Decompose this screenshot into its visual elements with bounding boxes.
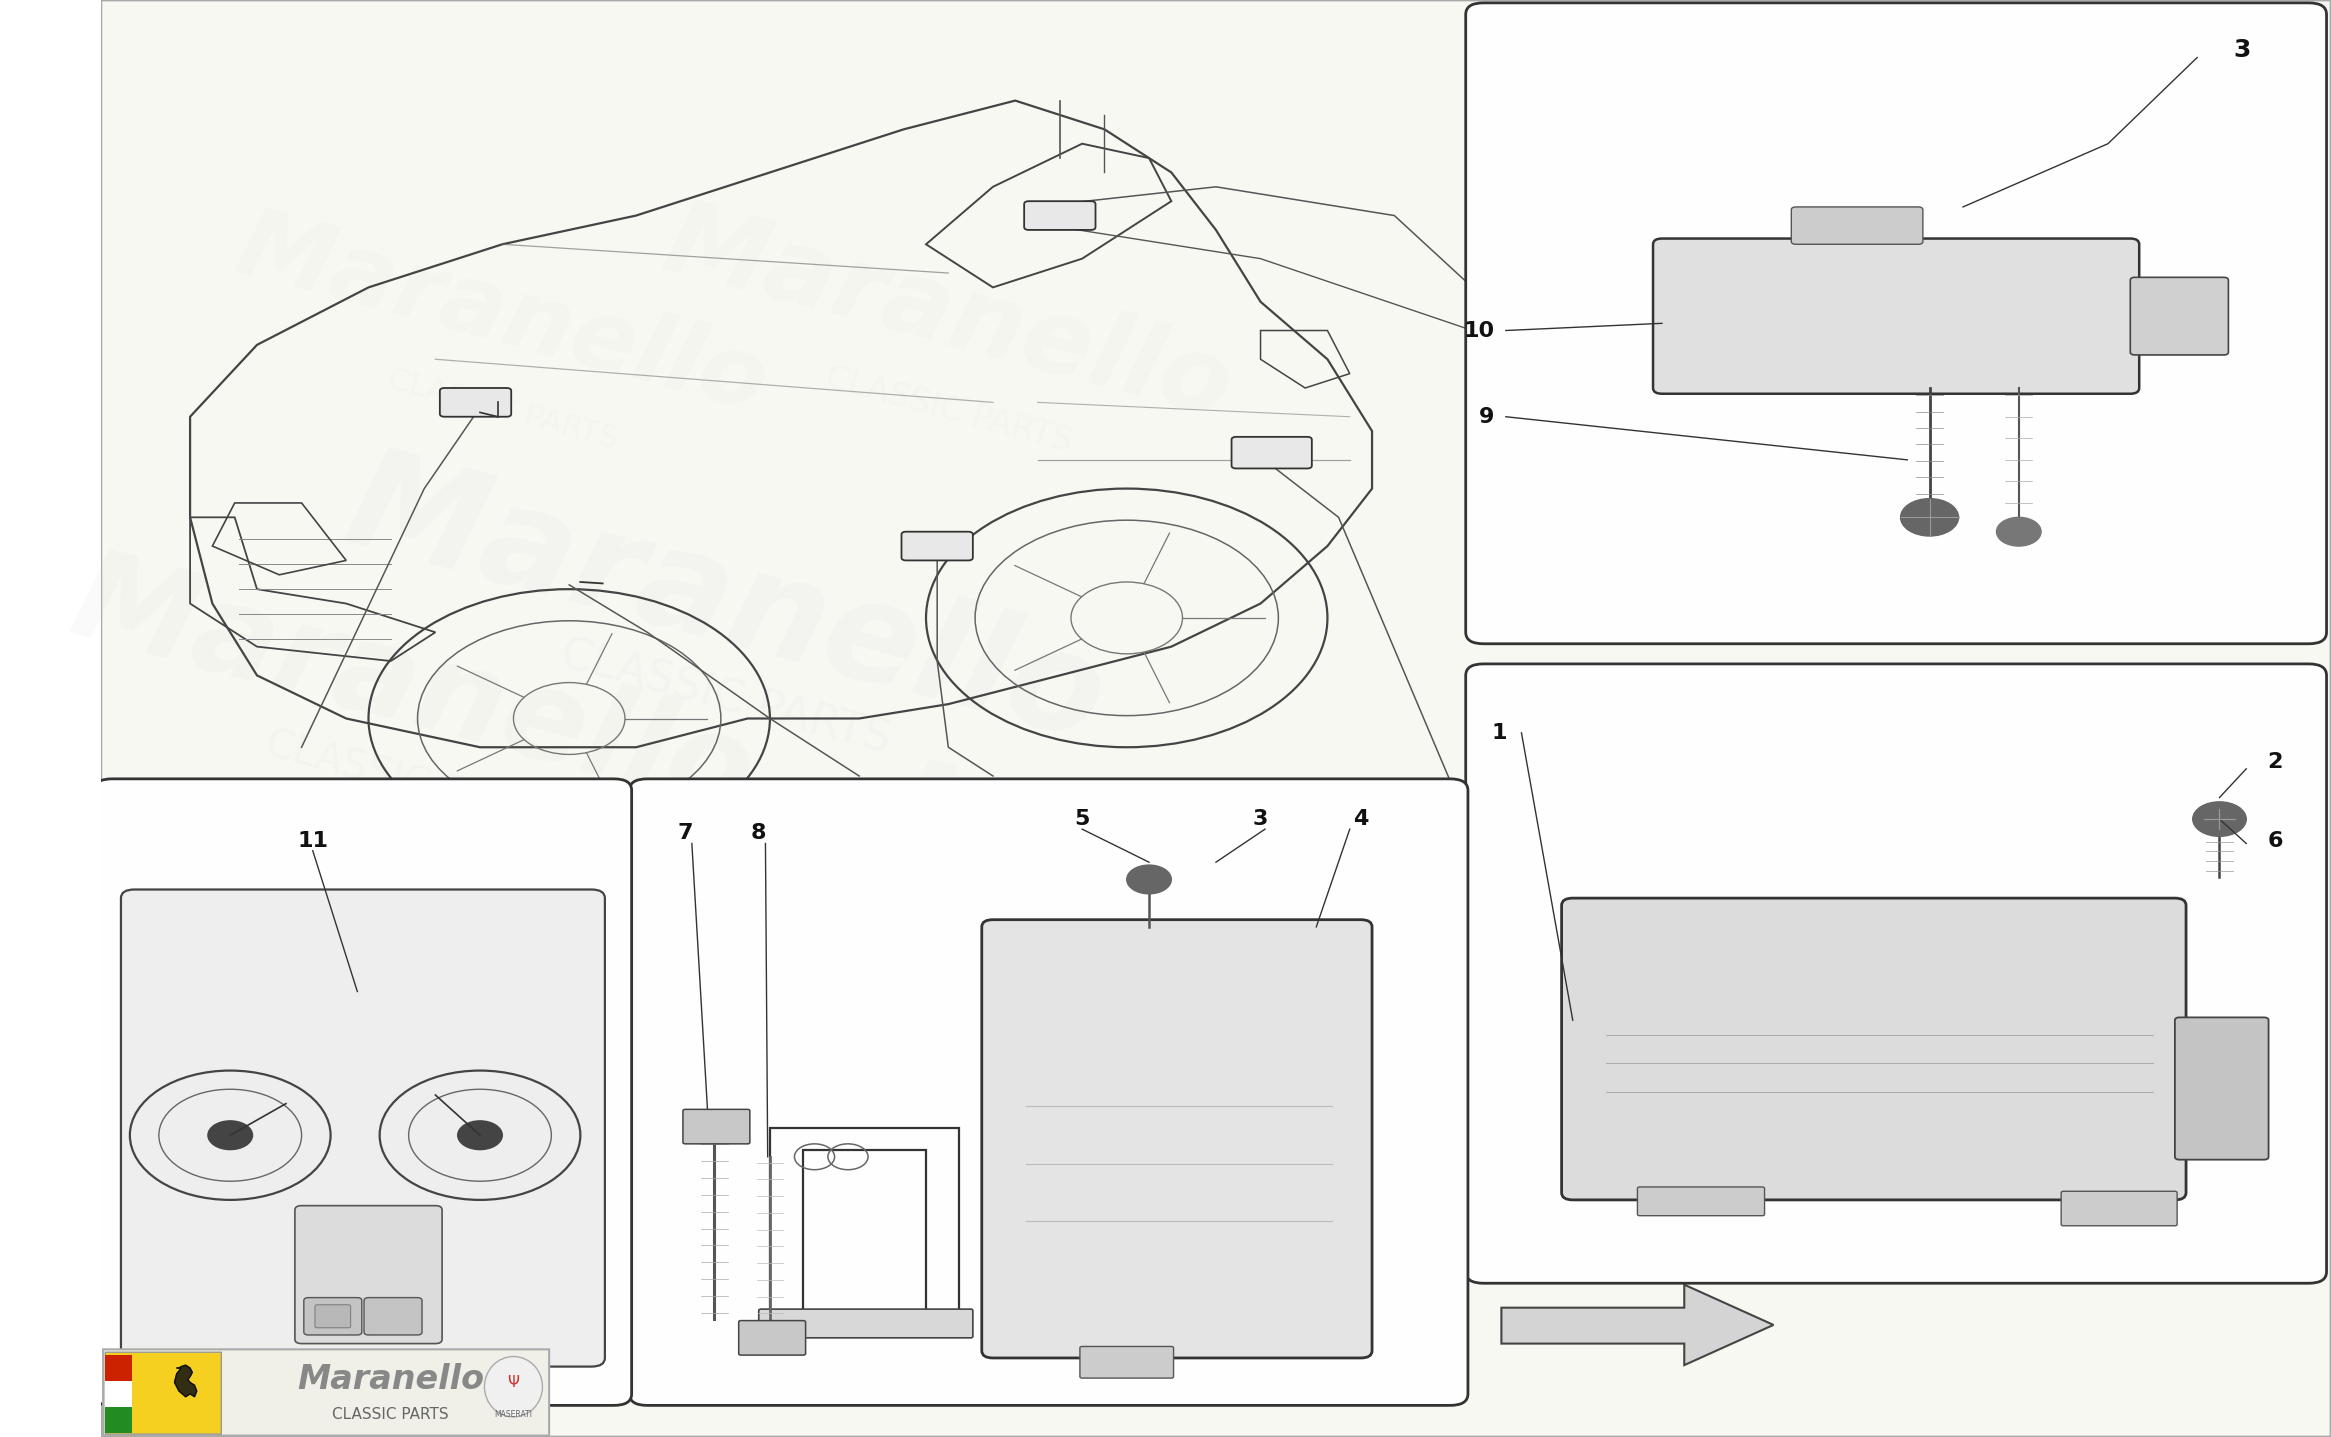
Text: CLASSIC PARTS: CLASSIC PARTS: [1072, 930, 1359, 1039]
Text: MASERATI: MASERATI: [494, 1410, 531, 1418]
FancyBboxPatch shape: [105, 1381, 133, 1407]
FancyBboxPatch shape: [629, 779, 1469, 1405]
FancyBboxPatch shape: [103, 1349, 550, 1436]
FancyBboxPatch shape: [2061, 1191, 2177, 1226]
Text: CLASSIC PARTS: CLASSIC PARTS: [385, 365, 620, 454]
Text: Maranello: Maranello: [522, 989, 1152, 1253]
FancyBboxPatch shape: [902, 532, 972, 560]
Text: 1: 1: [1492, 723, 1506, 743]
FancyBboxPatch shape: [121, 890, 604, 1367]
Text: 6: 6: [2268, 831, 2282, 851]
Text: CLASSIC PARTS: CLASSIC PARTS: [333, 1407, 450, 1421]
Text: Maranello: Maranello: [331, 438, 1119, 769]
Text: 3: 3: [1252, 809, 1268, 829]
Text: 9: 9: [1480, 407, 1494, 427]
Text: 4: 4: [1354, 809, 1368, 829]
FancyBboxPatch shape: [1466, 664, 2326, 1283]
FancyBboxPatch shape: [1562, 898, 2186, 1200]
Circle shape: [1126, 865, 1172, 894]
FancyBboxPatch shape: [303, 1298, 361, 1335]
Circle shape: [2193, 802, 2247, 836]
Polygon shape: [175, 1365, 196, 1397]
FancyBboxPatch shape: [2175, 1017, 2268, 1160]
Text: 3: 3: [2233, 39, 2249, 62]
Text: Ψ: Ψ: [508, 1375, 520, 1390]
FancyBboxPatch shape: [1079, 1346, 1172, 1378]
Circle shape: [1995, 517, 2042, 546]
FancyBboxPatch shape: [1231, 437, 1312, 468]
FancyBboxPatch shape: [2131, 277, 2228, 355]
Text: CLASSIC PARTS: CLASSIC PARTS: [555, 632, 895, 762]
Text: Maranello: Maranello: [881, 750, 1550, 1032]
Circle shape: [457, 1121, 501, 1150]
FancyBboxPatch shape: [441, 388, 510, 417]
FancyBboxPatch shape: [296, 1206, 443, 1344]
Text: 8: 8: [751, 823, 767, 844]
FancyBboxPatch shape: [1466, 3, 2326, 644]
FancyBboxPatch shape: [981, 920, 1373, 1358]
Text: Maranello: Maranello: [653, 193, 1242, 440]
FancyBboxPatch shape: [364, 1298, 422, 1335]
FancyBboxPatch shape: [105, 1407, 133, 1433]
FancyBboxPatch shape: [93, 779, 632, 1405]
Text: CLASSIC PARTS: CLASSIC PARTS: [702, 1163, 972, 1266]
FancyBboxPatch shape: [1653, 239, 2140, 394]
Text: 5: 5: [1075, 809, 1091, 829]
Circle shape: [207, 1121, 252, 1150]
Text: CLASSIC PARTS: CLASSIC PARTS: [821, 361, 1075, 458]
FancyBboxPatch shape: [683, 1109, 751, 1144]
Text: 2: 2: [2268, 752, 2282, 772]
Circle shape: [1900, 499, 1958, 536]
FancyBboxPatch shape: [1636, 1187, 1765, 1216]
FancyBboxPatch shape: [105, 1355, 133, 1381]
FancyBboxPatch shape: [100, 0, 2331, 1437]
Text: Maranello: Maranello: [226, 201, 779, 431]
FancyBboxPatch shape: [1790, 207, 1923, 244]
Ellipse shape: [485, 1357, 543, 1417]
FancyBboxPatch shape: [105, 1352, 221, 1434]
FancyBboxPatch shape: [1023, 201, 1096, 230]
Text: 11: 11: [298, 831, 329, 851]
Text: Maranello: Maranello: [298, 1364, 485, 1395]
Text: 10: 10: [1464, 320, 1494, 341]
FancyBboxPatch shape: [739, 1321, 807, 1355]
Text: Maranello: Maranello: [58, 540, 767, 839]
FancyBboxPatch shape: [315, 1305, 350, 1328]
FancyBboxPatch shape: [760, 1309, 972, 1338]
Polygon shape: [1501, 1285, 1774, 1365]
Text: CLASSIC PARTS: CLASSIC PARTS: [261, 724, 566, 842]
Text: 7: 7: [678, 823, 692, 844]
